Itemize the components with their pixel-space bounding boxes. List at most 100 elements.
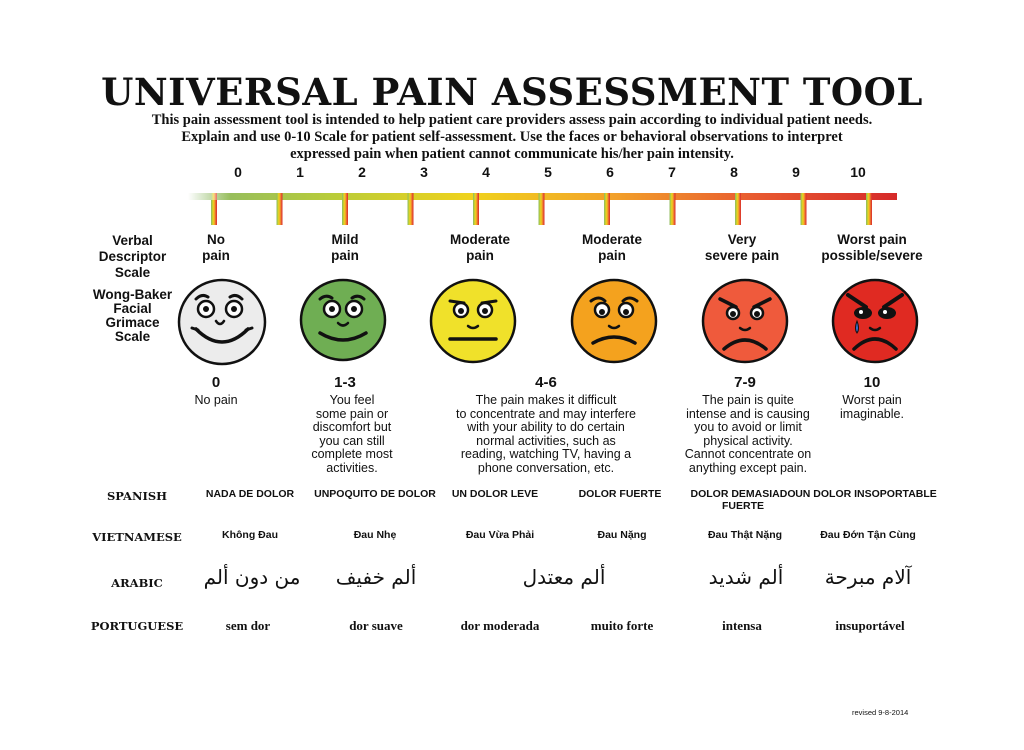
scale-number: 0 [234, 164, 242, 180]
intro-text: This pain assessment tool is intended to… [100, 112, 924, 163]
description-line: activities. [326, 460, 378, 475]
scale-tick [669, 193, 676, 225]
scale-tick [342, 193, 348, 225]
header-line: Wong-Baker [92, 287, 173, 302]
verbal-line: pain [331, 248, 359, 263]
scale-tick [735, 193, 741, 225]
description-worst: Worst pain imaginable. [762, 393, 982, 421]
description-line: Worst pain [842, 393, 902, 407]
description-line: to concentrate and may interfere [456, 406, 636, 421]
verbal-line: severe pain [704, 248, 780, 263]
description-line: The pain is quite [702, 393, 794, 407]
score-1-3: 1-3 [334, 374, 356, 391]
spanish-moderate: UN DOLOR LEVE [451, 488, 539, 500]
pain-scale-bar [188, 193, 897, 225]
header-line: Descriptor [98, 249, 167, 264]
scale-tick [276, 193, 283, 225]
smiling-face-icon [177, 278, 267, 366]
description-line: imaginable. [840, 406, 904, 421]
verbal-moderate-pain: Moderate pain [415, 232, 545, 264]
portuguese-label: PORTUGUESE [90, 619, 184, 633]
description-mild: You feel some pain or discomfort but you… [242, 393, 462, 475]
score-4-6: 4-6 [535, 374, 557, 391]
spanish-label: SPANISH [106, 489, 168, 503]
scale-number: 3 [420, 164, 428, 180]
header-line: Grimace [105, 315, 160, 330]
portuguese-no-pain: sem dor [225, 618, 271, 633]
description-line: with your ability to do certain [467, 420, 625, 434]
vietnamese-worst: Đau Đớn Tận Cùng [820, 529, 916, 541]
scale-number: 1 [296, 164, 304, 180]
spanish-line: DOLOR DEMASIADO [690, 488, 796, 500]
description-line: some pain or [315, 406, 389, 421]
scale-tick [866, 193, 872, 225]
neutral-face-icon [429, 278, 517, 364]
verbal-descriptor-header: Verbal Descriptor Scale [80, 233, 185, 281]
header-line: Scale [114, 265, 151, 280]
description-line: The pain makes it difficult [475, 393, 617, 407]
vietnamese-moderate: Đau Vừa Phải [465, 529, 535, 541]
description-line: complete most [311, 447, 393, 461]
description-line: normal activities, such as [476, 433, 616, 448]
scale-number: 6 [606, 164, 614, 180]
intro-line: expressed pain when patient cannot commu… [290, 146, 734, 162]
scale-number: 4 [482, 164, 490, 180]
arabic-label: ARABIC [111, 576, 163, 590]
scale-number: 2 [358, 164, 366, 180]
verbal-mild-pain: Mild pain [280, 232, 410, 264]
verbal-moderate-pain-2: Moderate pain [547, 232, 677, 264]
header-line: Scale [114, 329, 151, 344]
spanish-very-severe: DOLOR DEMASIADO FUERTE [668, 488, 818, 512]
scale-number: 5 [544, 164, 552, 180]
header-line: Facial [113, 301, 152, 316]
verbal-line: Mild [331, 232, 359, 247]
spanish-line: FUERTE [722, 500, 764, 512]
description-moderate: The pain makes it difficult to concentra… [426, 393, 666, 475]
verbal-line: Moderate [449, 232, 510, 247]
scale-bar-fade [188, 193, 897, 200]
score-0: 0 [211, 374, 221, 391]
crying-face-icon [831, 278, 919, 364]
description-line: discomfort but [312, 420, 392, 434]
slight-smile-face-icon [299, 278, 387, 362]
frowning-face-icon [570, 278, 658, 364]
arabic-very-severe: ألم شديد [708, 565, 784, 589]
page-title: UNIVERSAL PAIN ASSESSMENT TOOL [101, 70, 923, 114]
verbal-line: Moderate [581, 232, 642, 247]
verbal-line: Worst pain [837, 232, 907, 247]
portuguese-worst: insuportável [835, 618, 905, 633]
revision-date: revised 9-8-2014 [852, 708, 909, 717]
header-line: Verbal [112, 233, 153, 248]
vietnamese-very-severe: Đau Thật Nặng [707, 529, 783, 541]
description-line: No pain [194, 393, 238, 407]
spanish-mild: UNPOQUITO DE DOLOR [314, 488, 436, 500]
scale-tick [538, 193, 545, 225]
wong-baker-header: Wong-Baker Facial Grimace Scale [80, 288, 185, 344]
intro-line: Explain and use 0-10 Scale for patient s… [181, 129, 843, 145]
arabic-worst: آلام مبرحة [824, 565, 912, 589]
portuguese-moderate: dor moderada [460, 618, 540, 633]
arabic-mild: ألم خفيف [335, 565, 417, 589]
description-line: physical activity. [703, 433, 793, 448]
description-very-severe: The pain is quite intense and is causing… [638, 393, 858, 475]
description-line: reading, watching TV, having a [460, 447, 632, 461]
portuguese-mild: dor suave [349, 618, 403, 633]
arabic-moderate: ألم معتدل [522, 565, 606, 589]
spanish-moderate-2: DOLOR FUERTE [578, 488, 662, 500]
description-line: you to avoid or limit [694, 420, 802, 434]
description-line: Cannot concentrate on [684, 447, 812, 461]
verbal-line: possible/severe [821, 248, 923, 263]
intro-line: This pain assessment tool is intended to… [151, 112, 873, 128]
scale-number: 8 [730, 164, 738, 180]
description-no-pain: No pain [106, 393, 326, 408]
scale-tick [407, 193, 414, 225]
scale-tick [800, 193, 807, 225]
portuguese-very-severe: intensa [722, 618, 762, 633]
verbal-no-pain: No pain [151, 232, 281, 264]
vietnamese-mild: Đau Nhẹ [353, 529, 397, 541]
scale-number: 7 [668, 164, 676, 180]
distressed-face-icon [701, 278, 789, 364]
scale-tick [604, 193, 610, 225]
verbal-worst-pain: Worst pain possible/severe [807, 232, 937, 264]
vietnamese-moderate-2: Đau Nặng [597, 529, 647, 541]
